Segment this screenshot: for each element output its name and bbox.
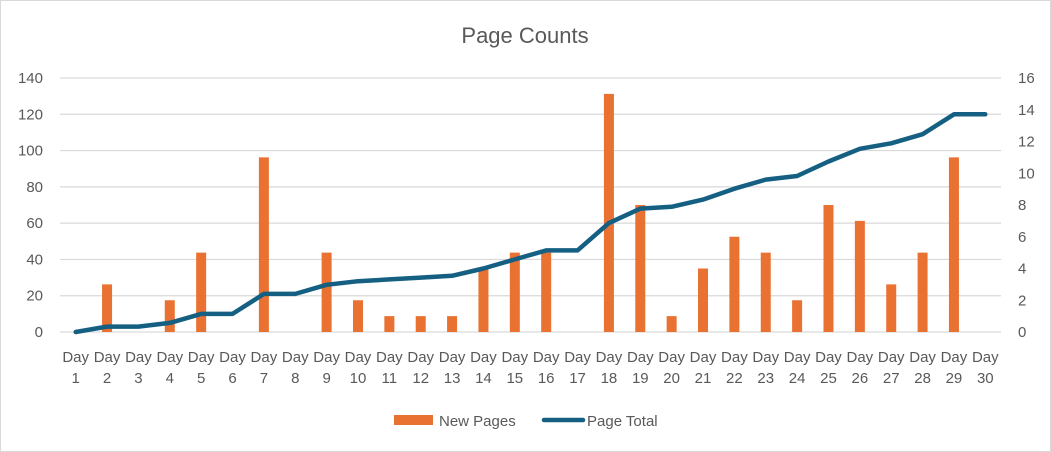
bar xyxy=(447,316,458,332)
legend-swatch-new-pages xyxy=(394,415,433,425)
new-pages-bars xyxy=(102,93,959,332)
x-axis-label: Day 3 xyxy=(125,349,152,387)
right-axis-tick: 14 xyxy=(1018,102,1035,119)
bar xyxy=(352,300,363,332)
x-axis-label: Day 23 xyxy=(752,349,779,387)
x-axis-label: Day 20 xyxy=(658,349,685,387)
x-axis-label: Day 9 xyxy=(313,349,340,387)
x-axis-label: Day 27 xyxy=(878,349,905,387)
bar xyxy=(102,284,113,332)
bar xyxy=(823,205,834,332)
x-axis-label: Day 1 xyxy=(62,349,89,387)
bar xyxy=(164,300,175,332)
x-axis-label: Day 25 xyxy=(815,349,842,387)
x-axis-label: Day 19 xyxy=(627,349,654,387)
left-axis-tick: 80 xyxy=(26,179,43,196)
bar xyxy=(541,252,552,332)
x-axis-label: Day 14 xyxy=(470,349,497,387)
bar xyxy=(258,157,269,332)
right-axis-tick: 8 xyxy=(1018,197,1026,214)
right-axis-tick: 12 xyxy=(1018,134,1035,151)
legend: New Pages Page Total xyxy=(394,413,658,430)
chart-title: Page Counts xyxy=(461,23,588,48)
left-axis-tick: 40 xyxy=(26,251,43,268)
bar xyxy=(603,93,614,332)
x-axis-label: Day 11 xyxy=(376,349,403,387)
left-axis-tick: 60 xyxy=(26,215,43,232)
x-axis-label: Day 30 xyxy=(972,349,999,387)
left-axis-tick: 20 xyxy=(26,288,43,305)
gridlines xyxy=(60,77,1001,333)
x-axis-label: Day 18 xyxy=(596,349,623,387)
x-axis-label: Day 29 xyxy=(941,349,968,387)
bar xyxy=(666,316,677,332)
right-axis-tick: 0 xyxy=(1018,324,1026,341)
left-axis-tick: 100 xyxy=(18,143,43,160)
left-axis: 0 20 40 60 80 100 120 140 xyxy=(18,70,43,341)
bar xyxy=(854,220,865,332)
x-axis-label: Day 12 xyxy=(407,349,434,387)
right-axis: 0 2 4 6 8 10 12 14 16 xyxy=(1018,70,1035,341)
x-axis-label: Day 28 xyxy=(909,349,936,387)
x-axis-label: Day 10 xyxy=(345,349,372,387)
bar xyxy=(729,236,740,332)
x-axis-label: Day 7 xyxy=(251,349,278,387)
bar xyxy=(415,316,426,332)
bar xyxy=(384,316,395,332)
x-axis-label: Day 24 xyxy=(784,349,811,387)
bar xyxy=(478,268,489,332)
page-total-line xyxy=(73,112,988,335)
right-axis-tick: 2 xyxy=(1018,292,1026,309)
bar xyxy=(196,252,207,332)
x-axis-label: Day 16 xyxy=(533,349,560,387)
left-axis-tick: 120 xyxy=(18,106,43,123)
right-axis-tick: 4 xyxy=(1018,261,1026,278)
x-axis-label: Day 8 xyxy=(282,349,309,387)
right-axis-tick: 10 xyxy=(1018,165,1035,182)
x-axis-label: Day 13 xyxy=(439,349,466,387)
x-axis-label: Day 22 xyxy=(721,349,748,387)
left-axis-tick: 0 xyxy=(35,324,43,341)
bar xyxy=(698,268,709,332)
x-axis-label: Day 15 xyxy=(501,349,528,387)
bar xyxy=(948,157,959,332)
bar xyxy=(635,205,646,332)
x-axis-label: Day 17 xyxy=(564,349,591,387)
x-axis-label: Day 6 xyxy=(219,349,246,387)
bar xyxy=(509,252,520,332)
bar xyxy=(886,284,897,332)
x-axis-label: Day 5 xyxy=(188,349,215,387)
x-axis-label: Day 21 xyxy=(690,349,717,387)
bar xyxy=(917,252,928,332)
bar xyxy=(792,300,803,332)
right-axis-tick: 16 xyxy=(1018,70,1035,87)
legend-label-page-total: Page Total xyxy=(587,413,658,430)
x-axis-label: Day 2 xyxy=(94,349,121,387)
bar xyxy=(760,252,771,332)
bar xyxy=(321,252,332,332)
legend-label-new-pages: New Pages xyxy=(439,413,516,430)
right-axis-tick: 6 xyxy=(1018,229,1026,246)
x-axis-label: Day 4 xyxy=(156,349,183,387)
left-axis-tick: 140 xyxy=(18,70,43,87)
x-axis-label: Day 26 xyxy=(847,349,874,387)
